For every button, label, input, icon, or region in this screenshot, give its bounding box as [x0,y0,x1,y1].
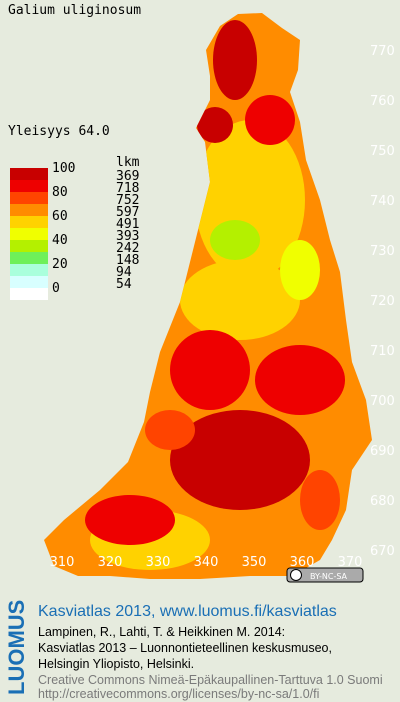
y-axis-label: 750 [370,144,395,159]
legend-swatch [10,264,48,276]
x-axis-label: 350 [242,555,267,570]
y-axis-label: 770 [370,44,395,59]
legend-scale-label: 80 [52,185,68,200]
legend-swatch [10,180,48,192]
citation-line: Helsingin Yliopisto, Helsinki. [38,657,194,671]
legend-swatch [10,252,48,264]
legend-swatch [10,204,48,216]
legend-count: 242 [116,241,139,256]
legend-swatch [10,192,48,204]
legend-swatch [10,288,48,300]
legend-scale-label: 100 [52,161,75,176]
legend-swatch [10,216,48,228]
x-axis-label: 320 [98,555,123,570]
brand: LUOMUS [4,600,29,695]
legend-scale-label: 40 [52,233,68,248]
license-line: Creative Commons Nimeä-Epäkaupallinen-Ta… [38,673,383,687]
species-title: Galium uliginosum [8,3,141,18]
x-axis-label: 330 [146,555,171,570]
legend-count: 597 [116,205,139,220]
legend-count: 148 [116,253,139,268]
legend-swatch [10,276,48,288]
y-axis-label: 690 [370,444,395,459]
y-axis-label: 670 [370,544,395,559]
y-axis-label: 760 [370,94,395,109]
license-line: http://creativecommons.org/licenses/by-n… [38,687,319,701]
legend-count: 718 [116,181,139,196]
y-axis-label: 730 [370,244,395,259]
legend-scale-label: 20 [52,257,68,272]
legend-count: 54 [116,277,132,292]
headline: Kasviatlas 2013, www.luomus.fi/kasviatla… [38,603,337,620]
y-axis-label: 720 [370,294,395,309]
x-axis-label: 310 [50,555,75,570]
citation-line: Kasviatlas 2013 – Luonnontieteellinen ke… [38,641,332,655]
legend-count: 752 [116,193,139,208]
legend-swatch [10,228,48,240]
legend-count: 369 [116,169,139,184]
y-axis-label: 680 [370,494,395,509]
y-axis-label: 700 [370,394,395,409]
legend-scale-label: 0 [52,281,60,296]
frequency: Yleisyys 64.0 [8,124,110,139]
y-axis-label: 740 [370,194,395,209]
legend-scale-label: 60 [52,209,68,224]
legend-swatch [10,168,48,180]
legend-count: 94 [116,265,132,280]
legend-swatches [10,168,48,300]
x-axis-label: 360 [290,555,315,570]
legend-header: lkm [116,155,140,170]
license-badge: BY-NC-SA [286,567,364,583]
distribution-map [44,13,372,579]
citation-line: Lampinen, R., Lahti, T. & Heikkinen M. 2… [38,625,285,639]
legend-swatch [10,240,48,252]
y-axis-label: 710 [370,344,395,359]
legend-count: 491 [116,217,139,232]
x-axis-label: 370 [338,555,363,570]
x-axis-label: 340 [194,555,219,570]
license-badge-text: BY-NC-SA [310,572,348,581]
legend-count: 393 [116,229,139,244]
